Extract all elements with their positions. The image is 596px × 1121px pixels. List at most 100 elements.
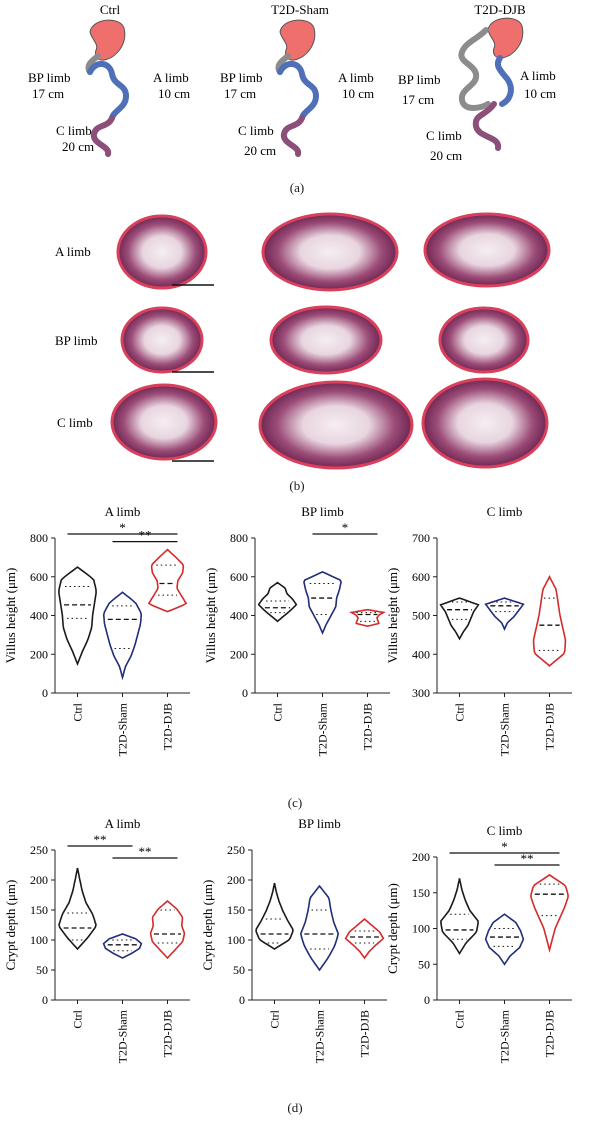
violin-t2d-sham [484,913,525,966]
y-tick-label: 800 [30,531,48,545]
c-limb-label: C limb [238,123,274,138]
significance-label: * [342,520,349,535]
violin-t2d-djb [349,608,386,628]
y-axis-label: Villus height (μm) [203,568,218,664]
chart-title: A limb [105,816,141,831]
violin-t2d-djb [147,548,188,613]
x-tick-label: Ctrl [453,1009,467,1028]
violin-t2d-sham [484,597,525,632]
x-tick-label: T2D-Sham [498,1009,512,1063]
significance-label: ** [94,832,107,847]
tissue-section [120,306,204,374]
stomach-shape [487,17,524,59]
bp-limb-label: BP limb [220,70,263,85]
a-limb-label: A limb [338,70,374,85]
y-tick-label: 400 [230,609,248,623]
y-tick-label: 250 [30,843,48,857]
diagram-title: T2D-Sham [271,2,329,17]
c-limb-label: C limb [426,128,462,143]
diagram-ctrl: Ctrl BP limb 17 cm A limb 10 cm C limb 2… [28,2,190,157]
significance-label: * [119,520,126,535]
y-axis-label: Villus height (μm) [3,568,18,664]
chart-title: C limb [487,823,523,838]
y-tick-label: 200 [230,647,248,661]
a-limb-label: A limb [153,70,189,85]
tissue-section [269,305,383,375]
y-tick-label: 150 [227,903,245,917]
y-tick-label: 100 [30,933,48,947]
y-tick-label: 200 [30,647,48,661]
violin-chart: C limb 300 400 500 600 700 Villus height (μm) C… [385,504,572,756]
x-tick-label: T2D-Sham [116,1009,130,1063]
violin-t2d-sham [102,933,143,959]
bp-limb-label: BP limb [398,72,441,87]
x-tick-label: T2D-DJB [161,1010,175,1057]
panel-label-a: (a) [289,180,305,195]
violin-t2d-sham [299,884,340,972]
x-tick-label: T2D-Sham [498,702,512,756]
bp-limb-length: 17 cm [402,92,434,107]
y-tick-label: 600 [412,570,430,584]
x-tick-label: T2D-Sham [316,702,330,756]
y-tick-label: 0 [42,686,48,700]
violin-ctrl [255,882,294,950]
chart-title: BP limb [301,504,344,519]
stomach-shape [89,19,126,61]
violin-t2d-sham [303,571,342,635]
c-limb-label: C limb [56,123,92,138]
a-limb-length: 10 cm [158,86,190,101]
x-tick-label: Ctrl [71,702,85,721]
y-tick-label: 700 [412,531,430,545]
c-limb-shape [472,101,501,151]
panel-label-c: (c) [287,795,303,810]
x-tick-label: Ctrl [268,1009,282,1028]
x-tick-label: T2D-DJB [358,1010,372,1057]
y-tick-label: 0 [42,993,48,1007]
y-tick-label: 0 [242,686,248,700]
a-limb-shape [494,55,514,107]
c-limb-shape [280,115,305,157]
c-limb-length: 20 cm [62,139,94,154]
bp-limb-label: BP limb [28,70,71,85]
tissue-section [421,377,549,469]
y-tick-label: 100 [227,933,245,947]
tissue-section [423,212,551,288]
y-tick-label: 100 [412,922,430,936]
y-tick-label: 0 [239,993,245,1007]
y-tick-label: 150 [30,903,48,917]
a-limb-label: A limb [520,68,556,83]
y-tick-label: 800 [230,531,248,545]
y-tick-label: 250 [227,843,245,857]
histology-panel: A limb BP limb C limb [0,200,596,475]
bp-limb-shape [458,27,491,111]
x-tick-label: Ctrl [271,702,285,721]
y-tick-label: 400 [412,647,430,661]
row-label-a-limb: A limb [55,244,91,259]
violin-chart: A limb 0 50 100 150 200 250 Crypt depth (μm) Ctr… [3,816,190,1063]
violin-t2d-djb [149,899,186,960]
stomach-shape [279,19,316,61]
violin-t2d-djb [344,917,385,960]
violin-chart: BP limb 0 200 400 600 800 Villus height (μm) Ct… [203,504,390,756]
chart-title: A limb [105,504,141,519]
bp-limb-length: 17 cm [224,86,256,101]
y-tick-label: 200 [412,850,430,864]
violin-chart: C limb 0 50 100 150 200 Crypt depth (μm) Ctrl T2… [385,823,572,1063]
x-tick-label: T2D-DJB [543,703,557,750]
violin-t2d-djb [530,873,569,953]
y-tick-label: 200 [30,873,48,887]
chart-title: BP limb [298,816,341,831]
violin-t2d-djb [532,575,567,667]
x-tick-label: T2D-DJB [361,703,375,750]
tissue-section [261,212,399,292]
x-tick-label: T2D-Sham [116,702,130,756]
row-label-bp-limb: BP limb [55,333,98,348]
y-axis-label: Villus height (μm) [385,568,400,664]
violin-ctrl [439,597,480,641]
x-tick-label: Ctrl [453,702,467,721]
c-limb-shape [90,115,115,157]
diagrams-svg: Ctrl BP limb 17 cm A limb 10 cm C limb 2… [28,2,556,163]
panel-label-b: (b) [289,478,305,493]
y-axis-label: Crypt depth (μm) [3,880,18,971]
x-tick-label: T2D-DJB [161,703,175,750]
